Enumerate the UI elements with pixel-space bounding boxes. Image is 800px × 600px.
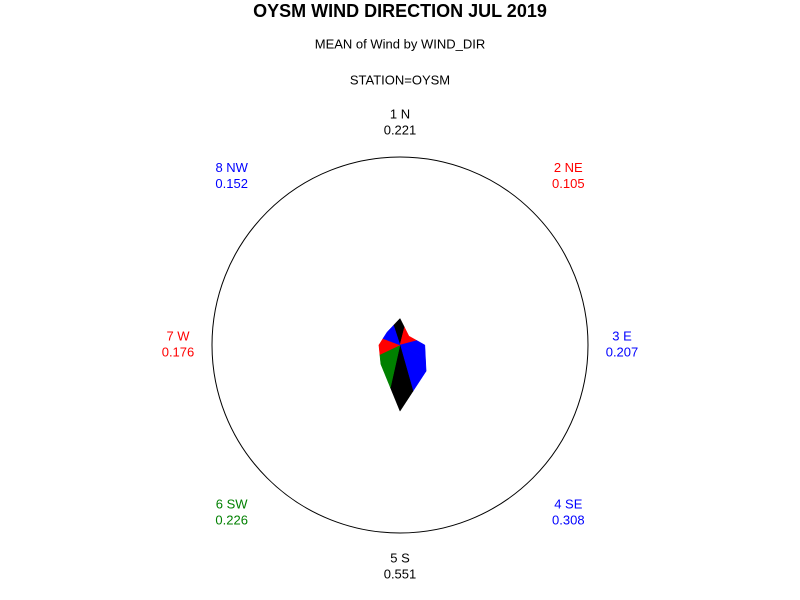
category-label: 4 SE xyxy=(554,497,583,512)
category-label: 8 NW xyxy=(215,160,248,175)
value-label: 0.176 xyxy=(162,344,195,359)
value-label: 0.152 xyxy=(215,176,248,191)
category-label: 3 E xyxy=(612,328,632,343)
value-label: 0.221 xyxy=(384,122,417,137)
value-label: 0.207 xyxy=(606,344,639,359)
category-label: 6 SW xyxy=(216,497,249,512)
value-label: 0.226 xyxy=(215,513,248,528)
category-label: 1 N xyxy=(390,106,410,121)
chart-title: OYSM WIND DIRECTION JUL 2019 xyxy=(253,1,547,21)
frame-circle xyxy=(211,156,589,534)
category-label: 7 W xyxy=(166,328,190,343)
chart-subtitle: MEAN of Wind by WIND_DIR xyxy=(315,36,485,51)
star-slice xyxy=(382,324,401,346)
category-label: 5 S xyxy=(390,550,410,565)
value-label: 0.105 xyxy=(552,176,585,191)
value-label: 0.551 xyxy=(384,566,417,581)
by-line: STATION=OYSM xyxy=(350,72,450,87)
category-label: 2 NE xyxy=(554,160,583,175)
value-label: 0.308 xyxy=(552,513,585,528)
